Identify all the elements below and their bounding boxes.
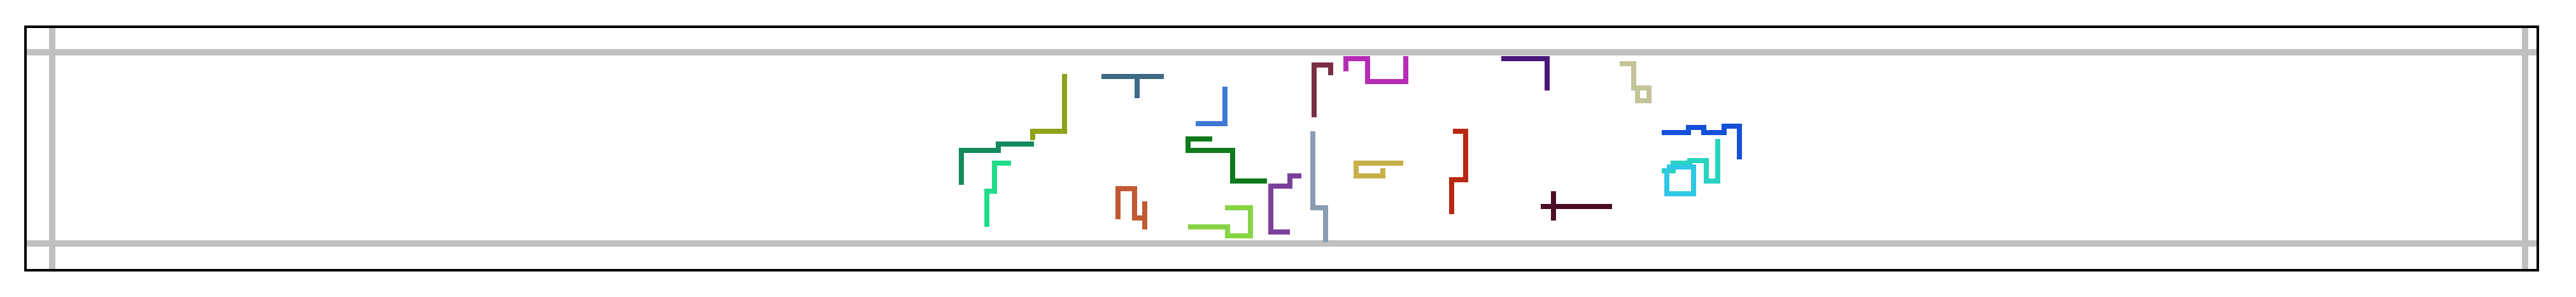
- glyph-khaki: [1620, 61, 1652, 103]
- glyph-indigo: [1501, 56, 1550, 91]
- glyph-teal-green: [959, 141, 1034, 185]
- glyph-red: [1449, 129, 1468, 214]
- glyph-violet: [1268, 173, 1301, 235]
- glyph-gold: [1354, 161, 1403, 178]
- glyph-magenta: [1343, 56, 1408, 84]
- outer-frame: [24, 25, 2539, 272]
- glyph-group: [959, 56, 1742, 242]
- glyph-blue: [1196, 87, 1228, 126]
- glyph-olive: [1030, 74, 1067, 140]
- glyph-maroon: [1541, 191, 1612, 221]
- glyph-slate: [1101, 74, 1164, 98]
- glyph-green: [1185, 136, 1267, 184]
- glyph-plum: [1312, 62, 1333, 117]
- glyph-copper: [1115, 186, 1147, 229]
- glyph-royal-blue: [1662, 124, 1742, 159]
- glyph-turquoise: [1662, 139, 1720, 184]
- glyph-steel: [1310, 131, 1328, 242]
- glyph-mint: [984, 161, 1011, 227]
- glyph-lime: [1188, 205, 1253, 238]
- glyph-cyan: [1664, 164, 1696, 196]
